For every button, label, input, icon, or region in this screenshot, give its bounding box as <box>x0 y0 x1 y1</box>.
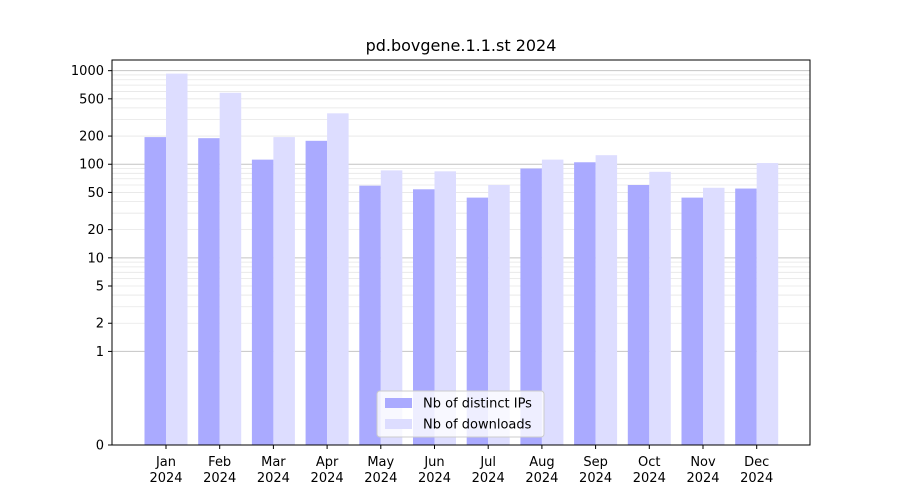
x-tick-label-month: Jan <box>155 455 176 470</box>
bar-downloads-may <box>380 170 403 445</box>
bar-downloads-oct <box>649 171 671 445</box>
bars <box>144 73 779 446</box>
x-tick-label-month: Apr <box>316 455 339 470</box>
bar-downloads-nov <box>703 187 725 445</box>
bar-distinct-ips-oct <box>627 185 650 445</box>
y-tick-label: 200 <box>79 130 104 145</box>
x-tick-label-year: 2024 <box>525 471 558 486</box>
axes: 01251020501002005001000Jan2024Feb2024Mar… <box>71 59 811 486</box>
y-tick-label: 50 <box>87 186 104 201</box>
bar-distinct-ips-dec <box>735 188 757 445</box>
x-tick-label-year: 2024 <box>364 471 397 486</box>
bar-distinct-ips-sep <box>574 162 596 446</box>
x-tick-label-month: Oct <box>638 455 660 470</box>
bar-downloads-dec <box>756 163 779 445</box>
bar-distinct-ips-aug <box>520 168 542 445</box>
legend-swatch <box>385 398 412 408</box>
x-tick-label-year: 2024 <box>311 471 344 486</box>
y-tick-label: 100 <box>79 158 104 173</box>
x-tick-label-month: Aug <box>529 455 554 470</box>
bar-downloads-jan <box>166 73 188 445</box>
bar-distinct-ips-jun <box>413 189 435 445</box>
x-tick-label-year: 2024 <box>686 471 719 486</box>
y-tick-label: 5 <box>96 280 104 295</box>
y-tick-label: 1000 <box>71 64 104 79</box>
bar-distinct-ips-apr <box>305 140 328 445</box>
bar-distinct-ips-jul <box>466 197 489 445</box>
x-tick-label-month: Sep <box>583 455 608 470</box>
x-tick-label-year: 2024 <box>257 471 290 486</box>
x-tick-label-month: Mar <box>261 455 286 470</box>
bar-downloads-apr <box>327 113 349 446</box>
bar-distinct-ips-may <box>359 185 381 446</box>
plot-frame <box>111 59 811 446</box>
bar-distinct-ips-nov <box>681 197 703 445</box>
x-tick-label-year: 2024 <box>418 471 451 486</box>
y-tick-label: 500 <box>79 92 104 107</box>
x-tick-label-year: 2024 <box>633 471 666 486</box>
x-tick-label-year: 2024 <box>149 471 182 486</box>
x-tick-label-month: Nov <box>690 455 716 470</box>
bar-downloads-aug <box>541 159 564 445</box>
bar-downloads-mar <box>273 137 295 445</box>
x-tick-label-month: May <box>367 455 394 470</box>
x-tick-label-month: Jun <box>423 455 444 470</box>
bar-distinct-ips-feb <box>198 138 220 446</box>
x-tick-label-year: 2024 <box>203 471 236 486</box>
x-tick-label-month: Dec <box>744 455 769 470</box>
x-tick-label-month: Jul <box>479 455 496 470</box>
x-tick-label-year: 2024 <box>472 471 505 486</box>
bar-downloads-feb <box>219 92 242 446</box>
y-tick-label: 20 <box>87 223 104 238</box>
bar-downloads-sep <box>595 155 618 445</box>
bar-downloads-jun <box>434 171 456 445</box>
y-tick-label: 0 <box>96 439 104 454</box>
legend-swatch <box>385 419 412 429</box>
bar-downloads-jul <box>488 185 510 445</box>
y-tick-label: 1 <box>96 345 104 360</box>
legend-box <box>376 390 545 438</box>
legend-label: Nb of downloads <box>423 418 532 433</box>
x-tick-label-year: 2024 <box>740 471 773 486</box>
bar-distinct-ips-jan <box>144 137 166 445</box>
x-tick-label-month: Feb <box>208 455 231 470</box>
chart-title: pd.bovgene.1.1.st 2024 <box>366 36 557 55</box>
legend-label: Nb of distinct IPs <box>423 397 532 412</box>
x-tick-label-year: 2024 <box>579 471 612 486</box>
y-tick-label: 2 <box>96 317 104 332</box>
legend: Nb of distinct IPs Nb of downloads <box>376 390 545 438</box>
y-tick-label: 10 <box>87 251 104 266</box>
bar-distinct-ips-mar <box>251 159 274 445</box>
